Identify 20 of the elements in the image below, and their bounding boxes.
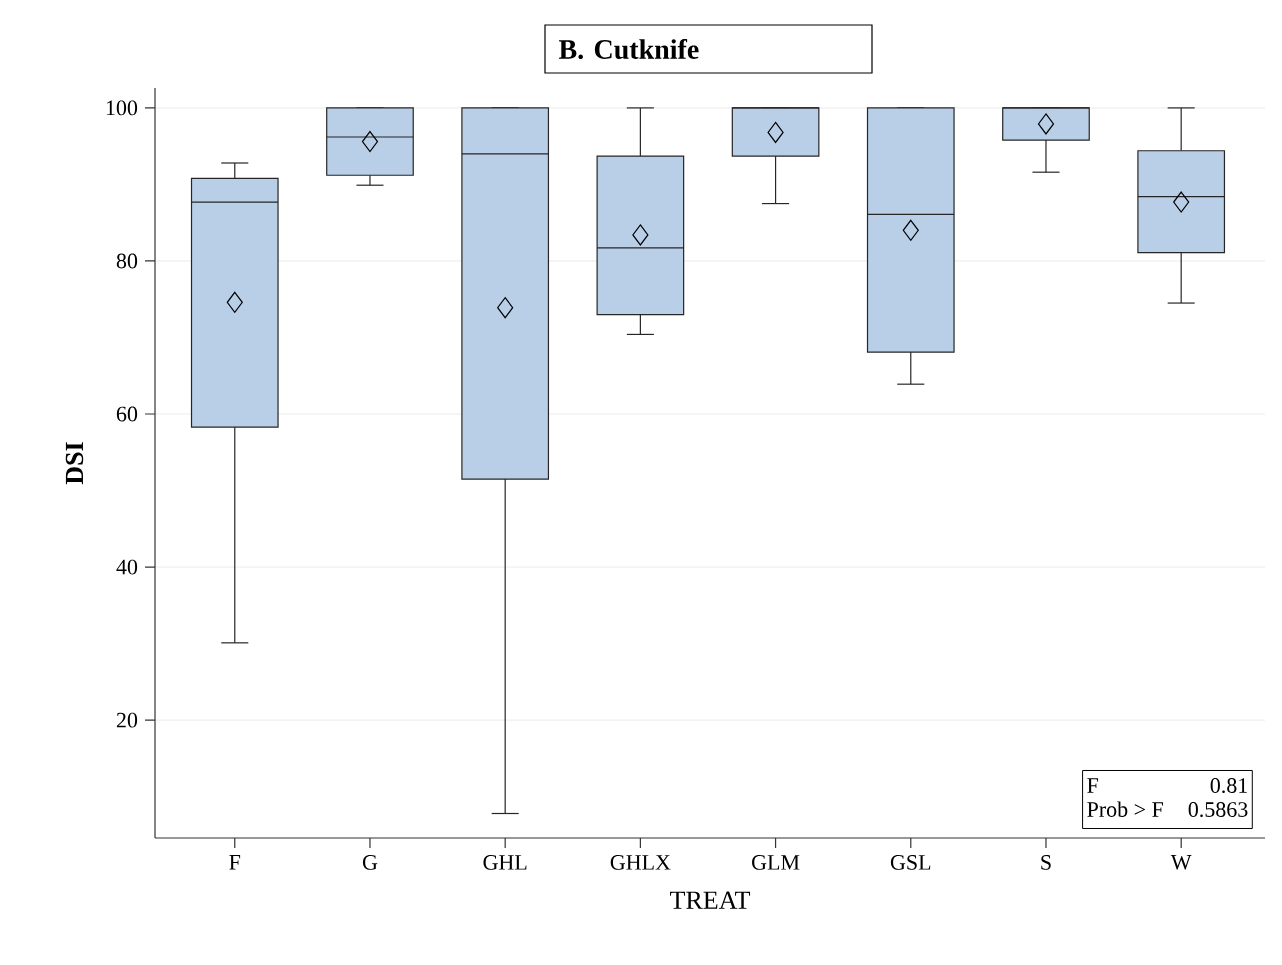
y-tick-label: 100 <box>106 100 138 116</box>
y-tick-label: 60 <box>116 406 138 422</box>
annotation: 0.81 <box>1210 778 1247 794</box>
annotation: Prob > F <box>1087 801 1163 817</box>
annotation: F <box>1087 778 1099 793</box>
y-tick-label: 20 <box>116 712 138 728</box>
y-tick-label: 80 <box>116 253 138 269</box>
y-tick-label: 40 <box>116 559 138 575</box>
x-tick-label: S <box>1041 855 1051 870</box>
chart-title: B. Cutknife <box>558 38 699 60</box>
x-tick-label: W <box>1170 855 1192 870</box>
x-tick-label: G <box>362 855 378 870</box>
x-tick-label: GHL <box>483 855 527 870</box>
x-tick-label: F <box>229 855 241 870</box>
y-axis-title: DSI <box>65 442 84 485</box>
annotation: 0.5863 <box>1188 802 1248 818</box>
x-axis-title: TREAT <box>670 891 751 909</box>
x-tick-label: GHLX <box>610 855 671 870</box>
x-tick-label: GSL <box>890 855 931 870</box>
x-tick-label: GLM <box>752 855 800 870</box>
